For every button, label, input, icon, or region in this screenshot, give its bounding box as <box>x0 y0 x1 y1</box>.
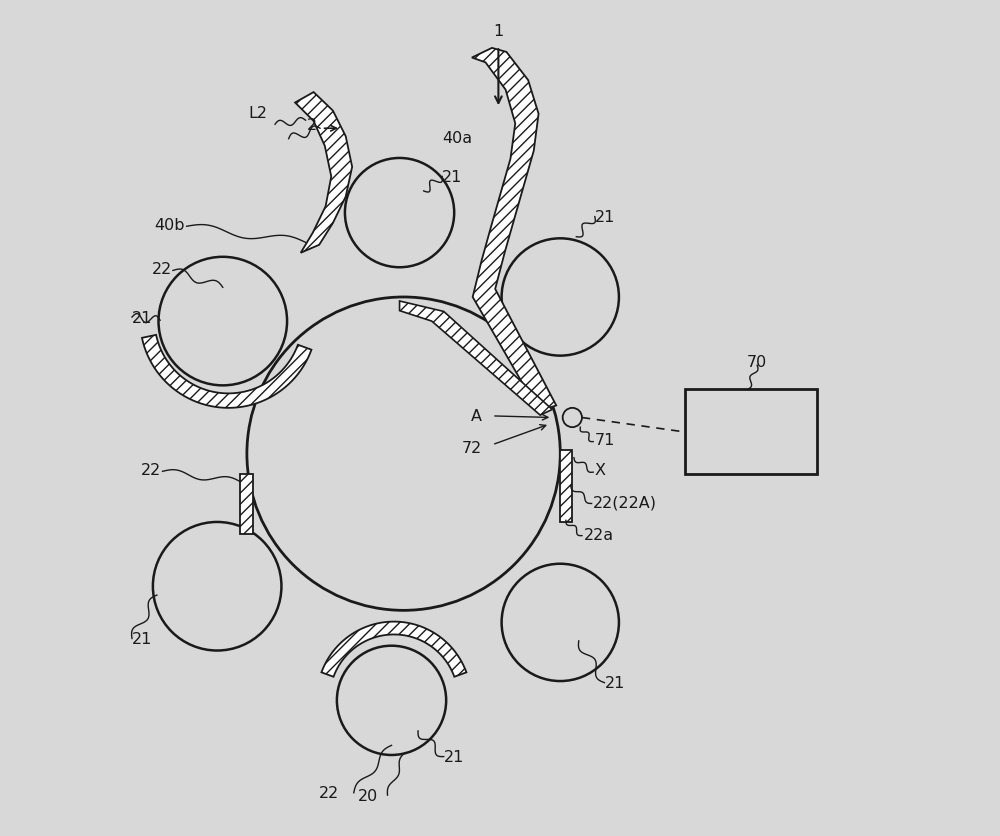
Circle shape <box>153 522 281 650</box>
Text: 72: 72 <box>462 441 482 455</box>
Text: 40a: 40a <box>442 131 472 146</box>
Circle shape <box>337 646 446 755</box>
Text: X: X <box>595 462 606 477</box>
Text: 21: 21 <box>442 170 463 185</box>
Text: 21: 21 <box>604 675 625 691</box>
Text: 21: 21 <box>132 310 152 325</box>
Bar <box>685 390 817 474</box>
Polygon shape <box>321 622 466 677</box>
Polygon shape <box>400 302 552 415</box>
Circle shape <box>563 408 582 428</box>
Circle shape <box>247 298 560 610</box>
Circle shape <box>502 564 619 681</box>
Text: 22(22A): 22(22A) <box>593 495 657 510</box>
Text: 22a: 22a <box>584 527 614 542</box>
Text: 20: 20 <box>358 788 378 803</box>
Polygon shape <box>240 474 253 534</box>
Circle shape <box>159 257 287 386</box>
Text: 1: 1 <box>493 24 504 39</box>
Text: 71: 71 <box>595 432 615 447</box>
Text: 21: 21 <box>595 210 615 225</box>
Polygon shape <box>560 450 572 522</box>
Text: 70: 70 <box>747 354 767 370</box>
Text: 22: 22 <box>319 785 339 800</box>
Circle shape <box>502 239 619 356</box>
Polygon shape <box>472 48 556 411</box>
Circle shape <box>345 159 454 268</box>
Text: 40b: 40b <box>155 218 185 233</box>
Text: 22: 22 <box>152 262 172 277</box>
Text: 21: 21 <box>132 631 152 646</box>
Text: 22: 22 <box>141 462 161 477</box>
Text: L2: L2 <box>248 105 267 120</box>
Text: A: A <box>471 408 482 423</box>
Polygon shape <box>142 335 311 408</box>
Text: 2: 2 <box>307 118 317 133</box>
Polygon shape <box>295 93 352 253</box>
Text: 21: 21 <box>444 749 464 764</box>
